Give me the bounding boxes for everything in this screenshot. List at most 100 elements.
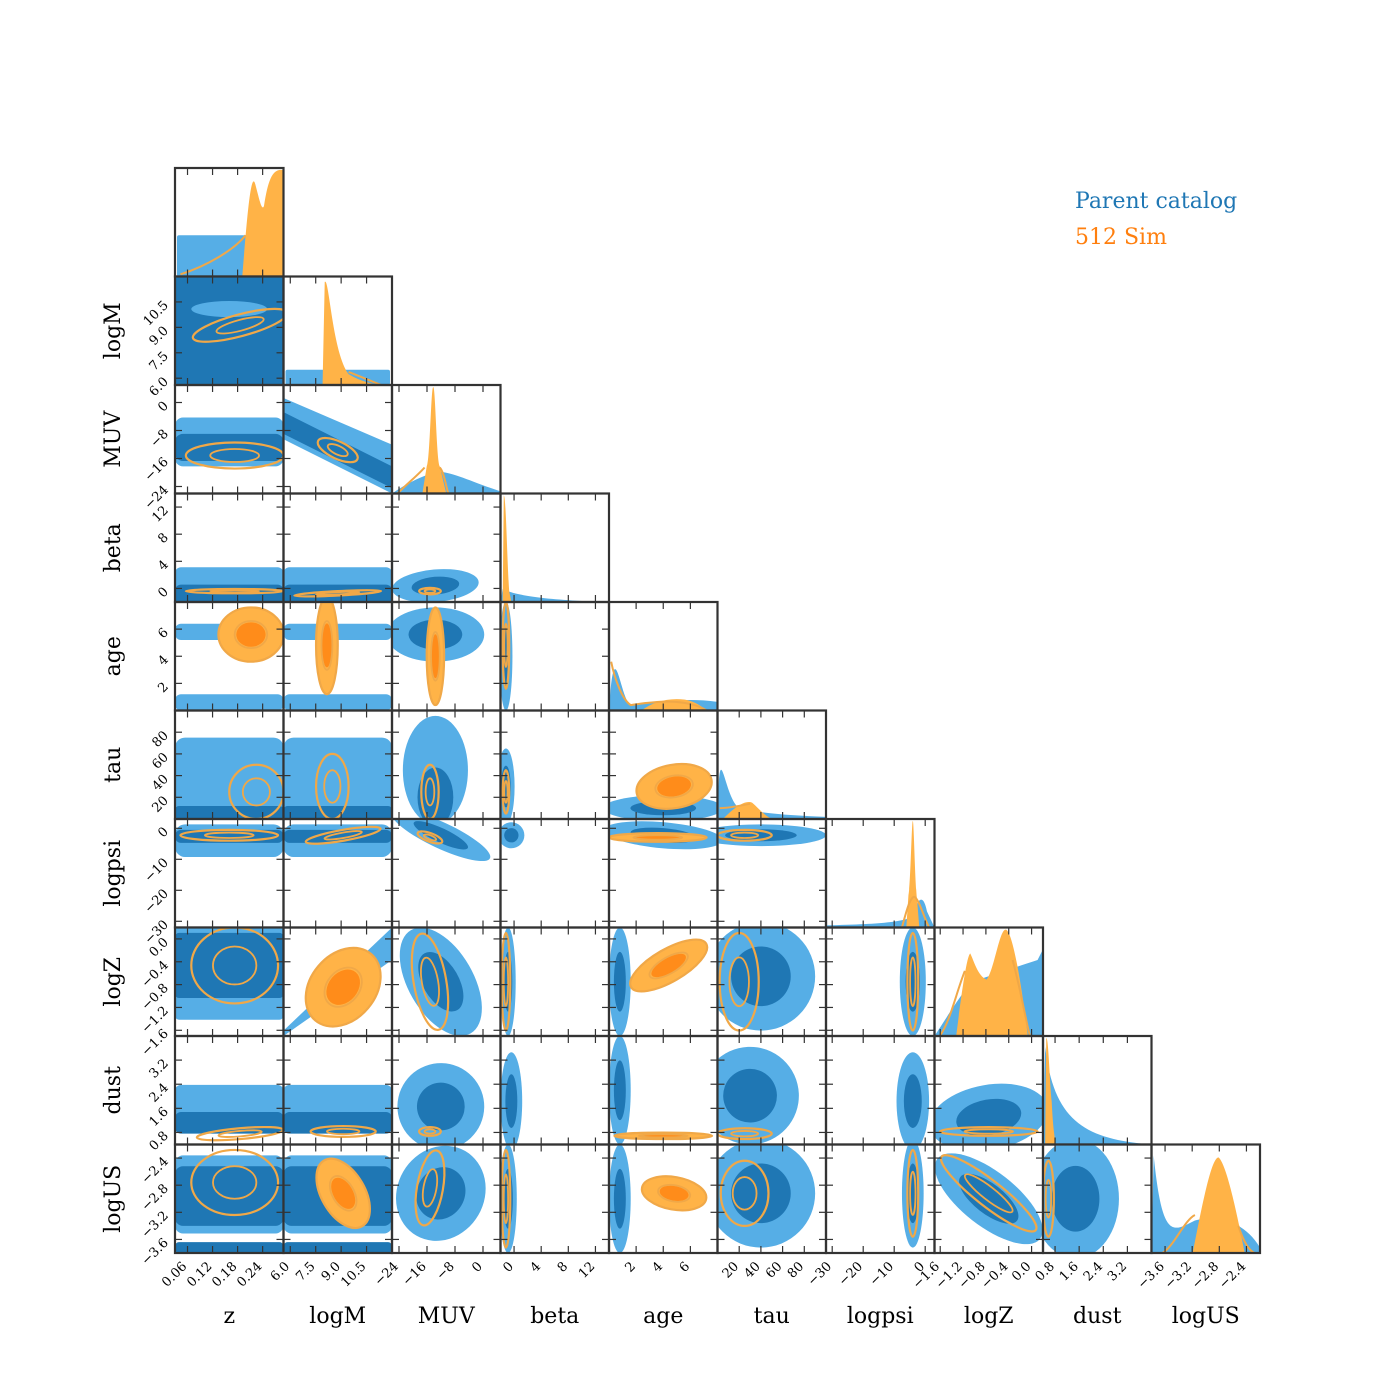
- panel-content-logM-z: [175, 276, 284, 385]
- contour-sim-inner: [212, 945, 258, 986]
- x-tick-label-MUV: −8: [434, 1259, 458, 1283]
- contour-sim-inner: [315, 590, 361, 596]
- contour-sim-inner: [430, 630, 441, 682]
- panel-content-logpsi-logpsi: [826, 821, 935, 928]
- contour-sim-inner: [421, 1168, 439, 1208]
- contour-sim-outer: [309, 1124, 377, 1139]
- panel-content-logUS-logZ: [934, 1153, 1043, 1245]
- y-tick-label-logUS: −3.6: [139, 1236, 172, 1269]
- panel-logZ-tau: [716, 926, 828, 1038]
- contour-sim-inner: [654, 774, 694, 799]
- hist-sim-outline-age: [610, 661, 708, 711]
- panel-logpsi-logM: [282, 817, 394, 929]
- x-tick-label-age: 2: [622, 1259, 638, 1275]
- panel-logM-z: [173, 275, 285, 387]
- panel-content-logpsi-z: [175, 824, 284, 857]
- panel-content-logZ-logM: [283, 927, 392, 1036]
- panel-content-MUV-z: [175, 417, 284, 470]
- y-tick-label-age: 4: [155, 652, 171, 668]
- hist-sim-outline-MUV: [396, 466, 450, 494]
- x-tick-label-MUV: −24: [372, 1259, 402, 1289]
- x-tick-label-tau: 80: [785, 1259, 807, 1281]
- contour-sim-outer: [184, 441, 284, 470]
- panel-tau-MUV: [390, 709, 502, 821]
- hist-sim-logUS: [1192, 1157, 1245, 1253]
- panel-content-dust-MUV: [397, 1063, 485, 1145]
- contour-sim-inner: [730, 831, 760, 839]
- panel-logZ-logM: [282, 926, 394, 1038]
- panel-logpsi-beta: [499, 817, 611, 929]
- x-tick-label-z: 0.24: [234, 1259, 265, 1290]
- contour-sim-inner: [203, 831, 255, 839]
- contour-sim-inner: [648, 951, 689, 980]
- hist-parent-age: [609, 669, 718, 711]
- density-sim-inner: [326, 969, 361, 1005]
- panel-age-beta: [499, 600, 611, 712]
- panel-content-age-z: [175, 606, 284, 711]
- contour-sim-inner: [503, 622, 509, 669]
- x-tick-label-beta: 4: [528, 1259, 544, 1275]
- contour-sim-inner: [325, 1127, 361, 1136]
- density-parent-outer: [175, 694, 284, 711]
- contour-sim-inner: [328, 1175, 358, 1212]
- y-tick-label-beta: 4: [155, 558, 171, 574]
- y-tick-label-MUV: −16: [142, 455, 172, 485]
- contour-sim-inner: [503, 780, 509, 804]
- y-tick-label-logUS: −2.8: [139, 1181, 172, 1214]
- density-parent-inner: [613, 951, 626, 1012]
- panel-logpsi-tau: [716, 817, 828, 929]
- contour-sim-outer: [304, 946, 382, 1028]
- contour-sim-outer: [501, 602, 511, 690]
- panel-tau-z: [173, 709, 285, 821]
- panel-dust-beta: [499, 1034, 611, 1146]
- x-tick-label-beta: 0: [500, 1259, 516, 1275]
- x-tick-label-dust: 0.8: [1033, 1259, 1058, 1284]
- contour-sim-inner: [323, 966, 363, 1008]
- x-axis-label-MUV: MUV: [418, 1304, 476, 1329]
- contour-sim-inner: [326, 443, 349, 458]
- panel-dust-tau: [716, 1034, 828, 1146]
- panel-content-logUS-logpsi: [901, 1144, 924, 1248]
- panel-frame-beta-beta: [499, 492, 611, 604]
- contour-sim-outer: [501, 769, 511, 815]
- density-parent-inner: [175, 433, 284, 461]
- x-tick-label-age: 4: [650, 1259, 666, 1275]
- hist-sim-outline-logZ: [939, 959, 1031, 1036]
- panel-tau-tau: [716, 709, 828, 821]
- hist-sim-beta: [502, 495, 512, 602]
- x-tick-label-logUS: −2.8: [1189, 1259, 1222, 1292]
- y-tick-label-age: 2: [155, 680, 171, 696]
- panel-content-age-logM: [283, 602, 392, 711]
- contour-sim-outer: [906, 931, 920, 1032]
- contour-sim-inner: [502, 956, 509, 1008]
- y-tick-label-tau: 20: [150, 794, 172, 816]
- y-tick-label-dust: 0.8: [147, 1129, 172, 1154]
- x-tick-label-logZ: 0.0: [1009, 1259, 1034, 1284]
- density-parent-inner: [175, 276, 284, 385]
- y-tick-label-tau: 60: [150, 750, 172, 772]
- y-tick-label-logpsi: −20: [142, 887, 172, 917]
- contour-sim-outer: [635, 762, 713, 810]
- hist-sim-outline-tau: [719, 802, 751, 810]
- contour-sim-inner: [209, 448, 260, 463]
- x-tick-label-logpsi: −20: [836, 1259, 866, 1289]
- y-tick-label-logUS: −3.2: [139, 1209, 172, 1242]
- x-axis-label-beta: beta: [530, 1304, 579, 1329]
- x-tick-label-logM: 10.5: [338, 1259, 369, 1290]
- contour-sim-outer: [609, 832, 708, 843]
- density-parent-band: [175, 1242, 284, 1253]
- y-axis-label-logpsi: logpsi: [101, 840, 126, 907]
- density-parent-inner: [175, 932, 284, 999]
- panel-beta-logM: [282, 492, 394, 604]
- y-axis-label-logUS: logUS: [101, 1165, 126, 1233]
- panel-dust-age: [607, 1034, 719, 1146]
- x-tick-label-z: 0.12: [184, 1259, 215, 1290]
- contour-sim-outer: [190, 927, 280, 1005]
- contour-sim-inner: [632, 834, 684, 841]
- x-tick-label-beta: 8: [555, 1259, 571, 1275]
- density-parent-inner: [283, 412, 392, 489]
- x-tick-label-dust: 2.4: [1081, 1259, 1106, 1284]
- panel-content-dust-beta: [500, 1052, 523, 1145]
- panel-tau-age: [607, 709, 719, 821]
- y-tick-label-logM: 6.0: [147, 374, 172, 399]
